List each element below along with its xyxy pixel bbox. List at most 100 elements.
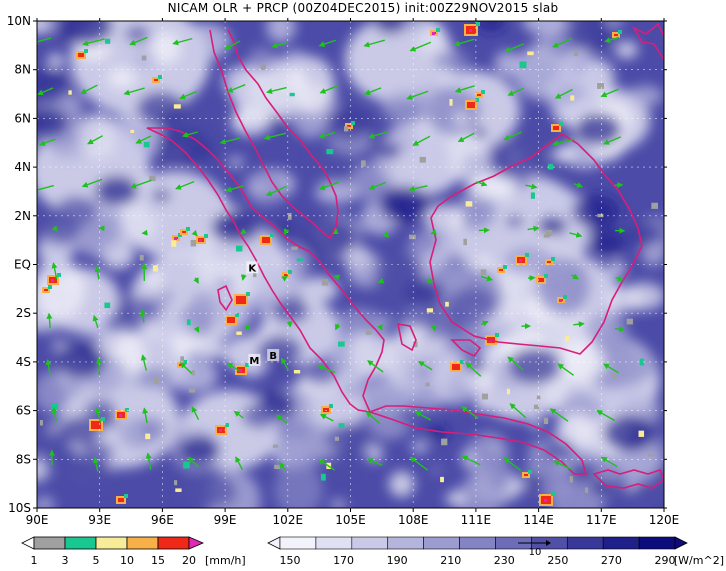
wind-vector — [503, 457, 522, 471]
wind-vector — [51, 262, 58, 280]
wind-vector — [412, 135, 431, 146]
wind-vector — [553, 460, 572, 471]
wind-vector — [363, 39, 385, 48]
wind-vector — [240, 274, 247, 281]
precip-swatch — [126, 536, 159, 550]
wind-vector — [527, 225, 540, 232]
wind-vector — [409, 456, 429, 471]
place-label-k: K — [248, 263, 257, 274]
olr-swatch — [279, 536, 317, 550]
axes: 90E 93E 96E 99E 102E 105E 108E 111E 114E 117E 120E… — [7, 14, 680, 527]
wind-vector — [453, 38, 475, 47]
wind-vector — [45, 358, 52, 376]
wind-vector — [193, 326, 200, 333]
map-title: NICAM OLR + PRCP (00Z04DEC2015) init:00Z… — [167, 1, 559, 15]
wind-vector — [503, 131, 522, 141]
place-label-bg — [246, 261, 259, 274]
wind-vector — [430, 324, 437, 332]
lat-tick-label: 4N — [14, 160, 31, 174]
wind-vector — [94, 265, 101, 280]
precip-tick-label: 1 — [31, 554, 38, 567]
olr-swatch — [459, 536, 496, 550]
lon-tick-label: 93E — [88, 513, 111, 527]
lon-tick-label: 117E — [586, 513, 617, 527]
lat-tick-label: 2N — [14, 209, 31, 223]
wind-vector — [80, 84, 98, 95]
wind-vector — [37, 87, 54, 96]
wind-vector — [51, 406, 58, 422]
wind-vector — [549, 408, 569, 422]
precip-tick-label: 20 — [182, 554, 196, 567]
wind-vector — [179, 90, 198, 100]
olr-tick-label: 230 — [494, 554, 515, 567]
olr-tick-label: 290 — [655, 554, 676, 567]
wind-vector — [377, 277, 385, 284]
wind-vector — [367, 360, 384, 373]
lat-tick-label: 4S — [16, 355, 31, 369]
olr-swatch — [638, 536, 676, 550]
place-label-bg — [248, 353, 261, 366]
wind-vector — [225, 185, 244, 193]
precip-swatch — [33, 536, 66, 550]
wind-vector — [573, 182, 583, 188]
lat-tick-label: 6N — [14, 111, 31, 125]
wind-vector — [317, 364, 336, 374]
wind-vector — [129, 36, 148, 46]
precip-cells — [39, 22, 659, 506]
wind-vector — [140, 354, 147, 371]
lon-tick-label: 99E — [214, 513, 237, 527]
olr-swatch — [315, 536, 353, 550]
wind-vector — [271, 41, 289, 49]
wind-vector — [233, 410, 244, 419]
wind-vector — [507, 87, 524, 96]
wind-vector — [135, 135, 152, 144]
lat-tick-label: EQ — [14, 258, 31, 272]
wind-vector — [82, 38, 105, 47]
place-label-m: M — [249, 356, 259, 367]
wind-vector — [95, 357, 102, 376]
wind-vector — [604, 36, 620, 43]
place-label-b: B — [269, 351, 277, 362]
wind-vector — [37, 37, 52, 45]
wind-vector — [571, 273, 579, 280]
coastlines — [146, 22, 664, 489]
olr-swatch — [566, 536, 604, 550]
lat-tick-label: 10S — [8, 501, 31, 515]
precip-swatch — [95, 536, 128, 550]
olr-unit-label: [W/m^2] — [674, 554, 724, 567]
wind-vector — [368, 181, 387, 190]
lat-tick-label: 8N — [14, 63, 31, 77]
wind-vector — [87, 135, 103, 145]
wind-vector — [569, 231, 583, 238]
lon-tick-label: 108E — [398, 513, 429, 527]
coastline-sumatra — [146, 127, 385, 414]
wind-vector — [224, 40, 241, 50]
wind-vector — [319, 413, 334, 422]
wind-vector — [142, 407, 149, 424]
olr-tick-label: 250 — [547, 554, 568, 567]
wind-vector — [365, 411, 381, 425]
wind-vector — [95, 407, 102, 423]
wind-vector — [377, 324, 383, 331]
wind-vector — [175, 180, 195, 190]
wind-vector — [600, 456, 618, 468]
wind-vector — [367, 458, 383, 467]
wind-vector — [319, 85, 338, 94]
wind-vector — [418, 361, 433, 371]
wind-vector — [244, 323, 251, 331]
wind-vector — [409, 41, 432, 52]
wind-vector — [266, 86, 287, 95]
wind-vector — [382, 231, 390, 238]
wind-vector — [46, 312, 53, 329]
wind-vector — [457, 132, 475, 143]
olr-swatch — [351, 536, 389, 550]
precip-colorbar: 1 3 5 10 15 20 [mm/h] — [21, 536, 246, 567]
wind-vector — [145, 452, 152, 470]
wind-vector — [454, 85, 475, 93]
wind-vector — [123, 87, 145, 96]
wind-vector — [509, 403, 527, 419]
wind-vector — [554, 88, 573, 99]
wind-vector — [191, 406, 200, 421]
olr-tick-label: 270 — [601, 554, 622, 567]
